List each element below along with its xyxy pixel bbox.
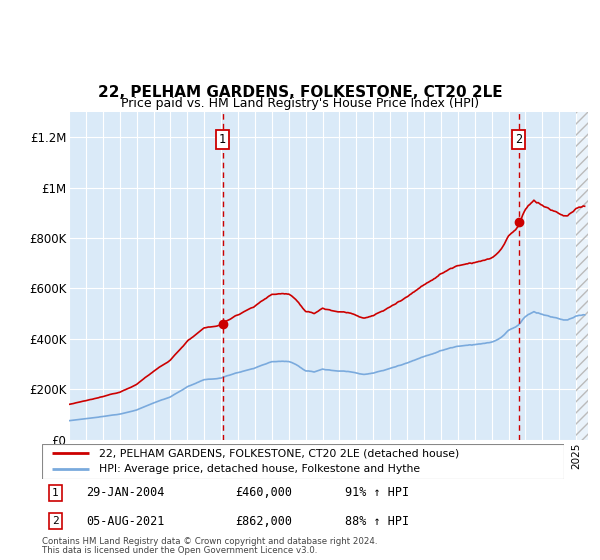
Text: £862,000: £862,000 (235, 515, 292, 528)
Bar (576, 112, 588, 440)
Text: HPI: Average price, detached house, Folkestone and Hythe: HPI: Average price, detached house, Folk… (100, 464, 421, 474)
Text: This data is licensed under the Open Government Licence v3.0.: This data is licensed under the Open Gov… (42, 547, 317, 556)
Text: 22, PELHAM GARDENS, FOLKESTONE, CT20 2LE (detached house): 22, PELHAM GARDENS, FOLKESTONE, CT20 2LE… (100, 449, 460, 459)
Text: Price paid vs. HM Land Registry's House Price Index (HPI): Price paid vs. HM Land Registry's House … (121, 97, 479, 110)
Text: 29-JAN-2004: 29-JAN-2004 (86, 487, 165, 500)
Text: 22, PELHAM GARDENS, FOLKESTONE, CT20 2LE: 22, PELHAM GARDENS, FOLKESTONE, CT20 2LE (98, 85, 502, 100)
Text: £460,000: £460,000 (235, 487, 292, 500)
Text: 05-AUG-2021: 05-AUG-2021 (86, 515, 165, 528)
Text: 88% ↑ HPI: 88% ↑ HPI (345, 515, 409, 528)
Text: 2: 2 (515, 133, 522, 146)
Bar (576, 112, 588, 440)
Text: 91% ↑ HPI: 91% ↑ HPI (345, 487, 409, 500)
Text: 2: 2 (52, 516, 58, 526)
Text: Contains HM Land Registry data © Crown copyright and database right 2024.: Contains HM Land Registry data © Crown c… (42, 538, 377, 547)
Text: 1: 1 (219, 133, 226, 146)
Text: 1: 1 (52, 488, 58, 498)
